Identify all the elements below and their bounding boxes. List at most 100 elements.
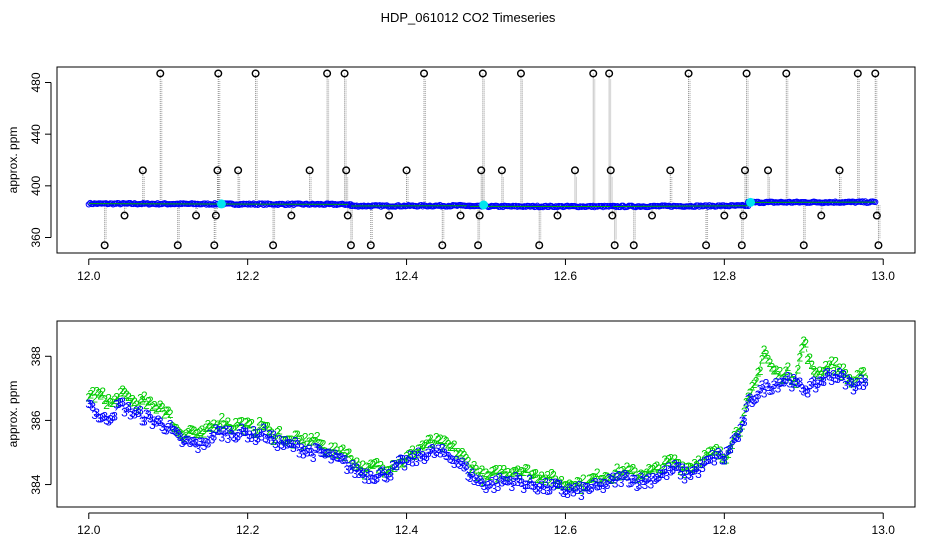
- series-3-point: 3: [141, 414, 148, 428]
- series-2-point: 2: [348, 453, 355, 467]
- series-3-point: 3: [804, 386, 811, 400]
- series-3-point: 3: [653, 472, 660, 486]
- series-2-point: 2: [320, 437, 327, 451]
- series-2-point: 2: [443, 434, 450, 448]
- series-2-point: 2: [582, 481, 589, 495]
- series-2-point: 2: [445, 437, 452, 451]
- series-3-point: 3: [644, 472, 651, 486]
- series-3-point: 3: [475, 475, 482, 489]
- series-2-point: 2: [657, 467, 664, 481]
- series-3-point: 3: [220, 424, 227, 438]
- series-3-point: 3: [129, 406, 136, 420]
- series-2-point: 2: [151, 398, 158, 412]
- outlier-point: [173, 241, 182, 250]
- series-3-point: 3: [737, 422, 744, 436]
- series-3-point: 3: [350, 457, 357, 471]
- series-3-point: 3: [477, 473, 484, 487]
- series-3-point: 3: [417, 450, 424, 464]
- series-2-point: 2: [479, 463, 486, 477]
- series-2-point: 2: [85, 391, 92, 405]
- series-2-point: 2: [538, 469, 545, 483]
- series-2-point: 2: [250, 427, 257, 441]
- series-3-point: 3: [85, 397, 92, 411]
- series-3-point: 3: [798, 382, 805, 396]
- series-3-point: 3: [246, 428, 253, 442]
- series-3-point: 3: [630, 472, 637, 486]
- top-x-tick-label: 12.0: [77, 269, 101, 283]
- outlier-point: [138, 166, 147, 175]
- series-2-point: 2: [352, 460, 359, 474]
- series-2-point: 2: [119, 383, 126, 397]
- series-3-point: 3: [310, 451, 317, 465]
- series-3-point: 3: [226, 424, 233, 438]
- series-3-point: 3: [445, 449, 452, 463]
- series-3-point: 3: [592, 475, 599, 489]
- series-2-point: 2: [413, 446, 420, 460]
- series-2-point: 2: [397, 453, 404, 467]
- series-2-point: 2: [777, 365, 784, 379]
- series-2-point: 2: [759, 352, 766, 366]
- series-2-point: 2: [578, 483, 585, 497]
- series-3-point: 3: [459, 455, 466, 469]
- series-3-point: 3: [379, 464, 386, 478]
- series-3-point: 3: [280, 439, 287, 453]
- series-3-point: 3: [332, 447, 339, 461]
- series-3-point: 3: [830, 367, 837, 381]
- series-3-point: 3: [125, 400, 132, 414]
- series-3-point: 3: [155, 413, 162, 427]
- series-2-point: 2: [536, 472, 543, 486]
- series-3-point: 3: [431, 447, 438, 461]
- series-2-point: 2: [391, 461, 398, 475]
- series-2-point: 2: [705, 445, 712, 459]
- series-2-point: 2: [93, 384, 100, 398]
- outlier-point: [720, 211, 729, 220]
- series-2-point: 2: [439, 440, 446, 454]
- series-2-point: 2: [497, 463, 504, 477]
- series-2-point: 2: [749, 380, 756, 394]
- series-2-point: 2: [580, 472, 587, 486]
- baseline-point: [110, 201, 117, 208]
- series-2-point: 2: [441, 433, 448, 447]
- series-2-point: 2: [447, 440, 454, 454]
- series-3-point: 3: [683, 464, 690, 478]
- series-3-point: 3: [651, 473, 658, 487]
- series-3-point: 3: [334, 450, 341, 464]
- series-2-point: 2: [159, 401, 166, 415]
- series-3-point: 3: [818, 375, 825, 389]
- outlier-point: [497, 166, 506, 175]
- series-3-point: 3: [298, 441, 305, 455]
- series-3-point: 3: [586, 483, 593, 497]
- series-2-point: 2: [596, 475, 603, 489]
- series-2-point: 2: [572, 478, 579, 492]
- bottom-x-tick-label: 12.8: [713, 523, 737, 537]
- series-2-point: 2: [270, 434, 277, 448]
- series-3-point: 3: [224, 432, 231, 446]
- series-3-point: 3: [219, 431, 226, 445]
- series-3-point: 3: [352, 467, 359, 481]
- series-2-point: 2: [532, 466, 539, 480]
- outlier-point: [305, 166, 314, 175]
- series-2-point: 2: [612, 467, 619, 481]
- series-2-point: 2: [576, 475, 583, 489]
- series-3-point: 3: [556, 477, 563, 491]
- series-2-point: 2: [121, 385, 128, 399]
- series-2-point: 2: [304, 438, 311, 452]
- series-3-point: 3: [582, 481, 589, 495]
- series-3-point: 3: [346, 460, 353, 474]
- series-3-point: 3: [844, 372, 851, 386]
- series-2-point: 2: [642, 469, 649, 483]
- series-2-point: 2: [630, 461, 637, 475]
- series-3-point: 3: [131, 408, 138, 422]
- baseline-point: [620, 202, 627, 209]
- series-2-point: 2: [522, 461, 529, 475]
- series-3-point: 3: [673, 460, 680, 474]
- baseline-point: [830, 199, 837, 206]
- series-3-point: 3: [302, 443, 309, 457]
- series-2-point: 2: [661, 453, 668, 467]
- series-3-point: 3: [413, 455, 420, 469]
- series-3-point: 3: [584, 480, 591, 494]
- series-2-point: 2: [614, 461, 621, 475]
- series-3-point: 3: [705, 453, 712, 467]
- series-3-point: 3: [189, 434, 196, 448]
- series-2-point: 2: [846, 371, 853, 385]
